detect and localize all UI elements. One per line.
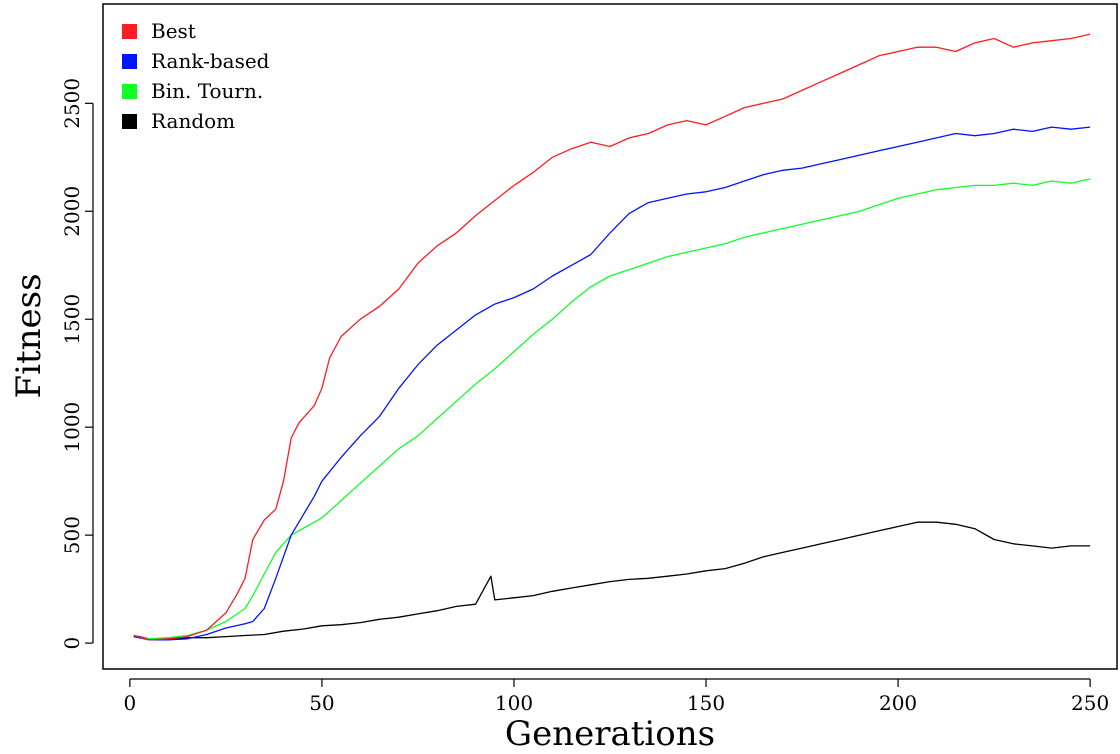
x-tick-label: 200	[879, 691, 917, 715]
legend-swatch-bin-tourn	[122, 84, 137, 99]
legend-label-random: Random	[151, 109, 235, 133]
x-tick-label: 250	[1071, 691, 1109, 715]
y-tick-label: 0	[60, 637, 84, 650]
legend-label-bin-tourn: Bin. Tourn.	[151, 79, 263, 103]
y-tick-label: 2500	[60, 78, 84, 129]
y-tick-label: 500	[60, 516, 84, 554]
x-tick-label: 100	[495, 691, 533, 715]
x-tick-label: 150	[687, 691, 725, 715]
y-axis-title: Fitness	[9, 273, 49, 398]
series-line-best	[133, 33, 1091, 641]
y-tick-label: 1000	[60, 402, 84, 453]
legend-label-best: Best	[151, 19, 196, 43]
x-axis-title: Generations	[505, 714, 715, 754]
legend-swatch-rank-based	[122, 54, 137, 69]
y-tick-label: 2000	[60, 186, 84, 237]
y-tick-label: 1500	[60, 294, 84, 345]
plot-frame	[102, 3, 1118, 670]
series-line-rank-based	[133, 126, 1091, 641]
series-line-random	[133, 521, 1091, 640]
series-line-bin-tourn	[133, 178, 1091, 640]
legend-swatch-random	[122, 114, 137, 129]
legend-label-rank-based: Rank-based	[151, 49, 270, 73]
x-tick-label: 50	[309, 691, 334, 715]
x-tick-label: 0	[124, 691, 137, 715]
legend-swatch-best	[122, 24, 137, 39]
